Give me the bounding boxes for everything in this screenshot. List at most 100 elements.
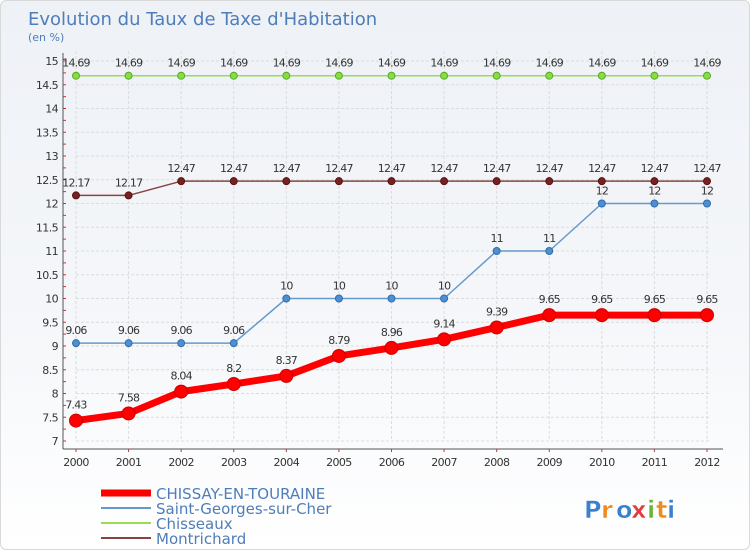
data-label: 9.65	[644, 293, 666, 306]
data-label: 8.79	[328, 334, 350, 347]
data-label: 7.58	[118, 391, 140, 404]
x-tick-label: 2003	[221, 456, 247, 469]
x-tick-label: 2001	[116, 456, 142, 469]
data-point	[597, 177, 606, 186]
x-tick-label: 2012	[694, 456, 720, 469]
data-label: 8.04	[171, 370, 193, 383]
data-label: 12.47	[693, 162, 721, 175]
data-point	[542, 308, 557, 323]
data-point	[229, 177, 238, 186]
data-point	[177, 339, 186, 348]
y-tick-label: 7	[52, 435, 59, 448]
data-point	[331, 348, 346, 363]
logo-letter: x	[631, 496, 647, 524]
data-label: 12.47	[220, 162, 248, 175]
data-label: 14.69	[430, 57, 458, 70]
data-label: 12.47	[167, 162, 195, 175]
data-label: 12.47	[273, 162, 301, 175]
data-label: 12.47	[378, 162, 406, 175]
data-point	[334, 294, 343, 303]
data-label: 14.69	[483, 57, 511, 70]
data-label: 9.65	[591, 293, 613, 306]
y-tick-label: 8	[52, 388, 59, 401]
data-label: 9.14	[433, 317, 455, 330]
legend-entry: Saint-Georges-sur-Cher	[156, 500, 332, 518]
x-tick-label: 2000	[63, 456, 89, 469]
data-label: 9.39	[486, 305, 508, 318]
data-label: 14.69	[273, 57, 301, 70]
y-tick-label: 10.5	[36, 269, 59, 282]
data-label: 12.47	[325, 162, 353, 175]
data-point	[124, 191, 133, 200]
data-point	[72, 71, 80, 80]
legend: CHISSAY-EN-TOURAINESaint-Georges-sur-Che…	[101, 485, 332, 548]
legend-entry: Chisseaux	[156, 515, 233, 533]
data-point	[650, 177, 659, 186]
y-tick-label: 8.5	[42, 364, 58, 377]
data-label: 14.69	[115, 57, 143, 70]
chart-subtitle: (en %)	[28, 31, 64, 44]
y-tick-label: 13.5	[36, 126, 59, 139]
data-point	[177, 177, 186, 186]
data-point	[597, 199, 606, 208]
data-label: 12.17	[62, 176, 90, 189]
data-label: 12	[596, 185, 608, 198]
series-1	[72, 199, 711, 348]
y-tick-label: 12	[45, 198, 58, 211]
data-point	[440, 294, 449, 303]
y-tick-label: 7.5	[42, 411, 58, 424]
data-point	[492, 177, 501, 186]
y-tick-label: 9	[52, 340, 59, 353]
logo-letter: i	[667, 496, 675, 524]
y-tick-label: 11	[45, 245, 58, 258]
x-tick-label: 2010	[589, 456, 615, 469]
data-point	[703, 199, 711, 208]
data-label: 14.69	[62, 57, 90, 70]
data-point	[489, 320, 504, 335]
data-point	[384, 340, 399, 355]
y-tick-label: 13	[45, 150, 58, 163]
logo-letter: o	[616, 496, 633, 524]
data-point	[174, 384, 189, 399]
data-point	[124, 71, 133, 80]
data-point	[121, 406, 136, 421]
data-label: 11	[490, 232, 502, 245]
data-point	[282, 71, 291, 80]
y-tick-label: 14	[45, 103, 58, 116]
data-point	[492, 71, 501, 80]
data-label: 12.47	[430, 162, 458, 175]
y-tick-label: 9.5	[42, 316, 58, 329]
data-label: 12.47	[483, 162, 511, 175]
data-point	[545, 247, 554, 255]
data-point	[387, 71, 396, 80]
data-label: 12	[648, 185, 660, 198]
data-point	[647, 308, 662, 323]
data-point	[650, 199, 659, 208]
data-point	[440, 177, 449, 186]
data-label: 14.69	[588, 57, 616, 70]
x-tick-label: 2011	[642, 456, 668, 469]
data-label: 8.2	[226, 362, 241, 375]
logo-letter: t	[656, 496, 667, 524]
data-label: 11	[543, 232, 555, 245]
data-point	[282, 294, 291, 303]
y-tick-label: 10	[45, 293, 58, 306]
data-label: 8.37	[276, 354, 298, 367]
data-label: 9.06	[118, 324, 140, 337]
data-label: 10	[333, 280, 346, 293]
data-point	[334, 71, 343, 80]
data-point	[124, 339, 133, 348]
data-point	[229, 339, 238, 348]
data-point	[72, 191, 80, 200]
data-point	[703, 177, 711, 186]
data-point	[700, 308, 714, 323]
x-tick-label: 2002	[168, 456, 194, 469]
logo-letter: r	[601, 496, 613, 524]
data-label: 14.69	[693, 57, 721, 70]
y-tick-label: 15	[45, 55, 58, 68]
legend-entry: Montrichard	[156, 530, 246, 548]
data-label: 9.06	[171, 324, 193, 337]
data-label: 9.06	[223, 324, 245, 337]
